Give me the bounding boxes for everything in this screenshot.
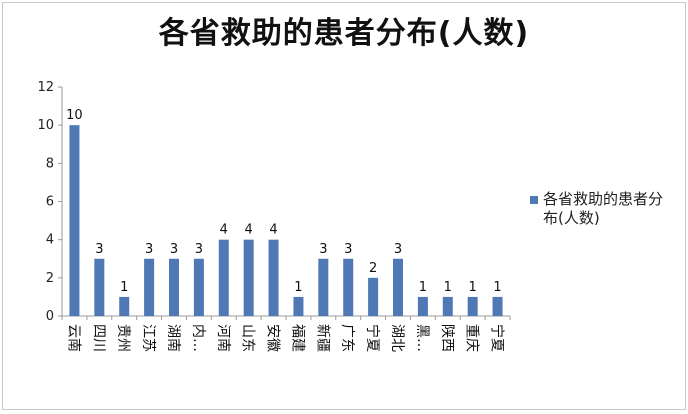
data-label: 1 (469, 280, 477, 295)
bar (492, 296, 503, 316)
bar (69, 125, 80, 317)
bar (417, 296, 428, 316)
y-tick-label: 4 (46, 233, 54, 248)
y-tick-label: 10 (37, 118, 54, 133)
y-tick-label: 2 (46, 271, 54, 286)
bar (467, 296, 478, 316)
chart-bars (69, 125, 503, 317)
category-label: 湖南 (165, 324, 181, 352)
y-tick-label: 6 (46, 195, 54, 210)
data-label: 3 (145, 242, 153, 257)
y-tick-label: 0 (46, 309, 54, 324)
category-label: 河南 (215, 324, 231, 352)
category-label: 重庆 (464, 324, 480, 352)
chart-labels: 10 云南 3 四川 1 贵州 3 江苏 3 湖南 3 内… 4 河南 4 山东 4 安徽 1 福建 3 新疆 3 广东 2 宁夏… (65, 108, 505, 352)
category-label: 四川 (90, 324, 106, 352)
data-label: 3 (95, 242, 103, 257)
data-label: 4 (220, 223, 228, 238)
data-label: 3 (319, 242, 327, 257)
bar (343, 258, 354, 316)
category-label: 江苏 (140, 324, 156, 352)
data-label: 10 (66, 108, 83, 123)
data-label: 2 (369, 261, 377, 276)
category-label: 黑… (414, 324, 430, 352)
category-label: 陕西 (439, 324, 455, 352)
bar (94, 258, 105, 316)
data-label: 1 (294, 280, 302, 295)
legend-series-label: 各省救助的患者分布(人数) (543, 190, 664, 227)
data-label: 3 (170, 242, 178, 257)
category-label: 新疆 (314, 324, 330, 352)
bar (368, 277, 379, 316)
bar (119, 296, 130, 316)
category-label: 山东 (240, 324, 256, 352)
bar (144, 258, 155, 316)
legend-swatch (530, 196, 538, 204)
category-label: 安徽 (265, 324, 281, 352)
y-tick-label: 12 (37, 80, 54, 95)
data-label: 1 (493, 280, 501, 295)
category-label: 云南 (65, 324, 81, 352)
bar (442, 296, 453, 316)
chart-title: 各省救助的患者分布(人数) (158, 16, 530, 51)
data-label: 3 (344, 242, 352, 257)
category-label: 广东 (339, 324, 355, 352)
bar (293, 296, 304, 316)
bar (218, 239, 229, 316)
y-tick-label: 8 (46, 156, 54, 171)
data-label: 1 (120, 280, 128, 295)
category-label: 福建 (289, 324, 305, 352)
data-label: 4 (245, 223, 253, 238)
data-label: 4 (269, 223, 277, 238)
category-label: 宁夏 (364, 324, 381, 352)
data-label: 1 (444, 280, 452, 295)
bar (243, 239, 254, 316)
data-label: 1 (419, 280, 427, 295)
chart-frame (2, 2, 686, 410)
category-label: 湖北 (389, 324, 405, 352)
bar (318, 258, 329, 316)
category-label: 宁夏 (489, 324, 506, 352)
bar (393, 258, 403, 316)
data-label: 3 (195, 242, 203, 257)
bar (268, 239, 279, 316)
bar (169, 258, 179, 316)
category-label: 内… (190, 324, 206, 352)
category-label: 贵州 (115, 324, 131, 352)
bar (193, 258, 204, 316)
data-label: 3 (394, 242, 402, 257)
